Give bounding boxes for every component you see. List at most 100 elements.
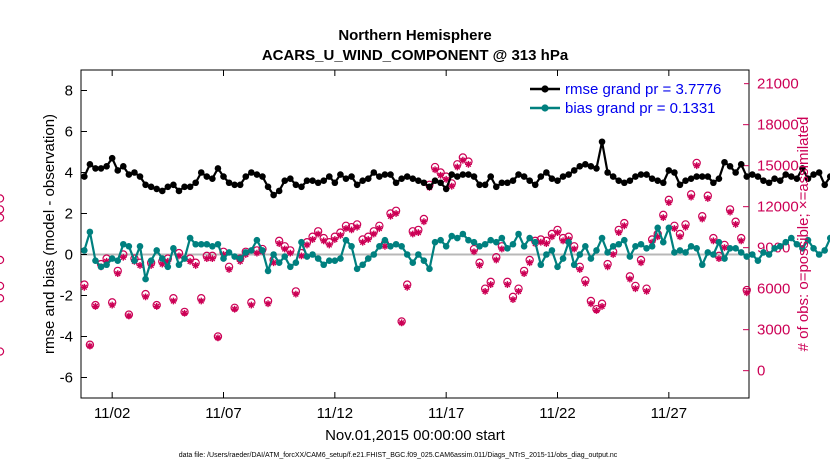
series-point-bias [470,238,478,246]
obs-assimilated-marker [682,223,689,231]
series-point-rmse [81,173,88,180]
obs-assimilated-marker [158,260,166,268]
series-point-bias [158,255,166,262]
series-point-rmse [671,169,678,176]
obs-assimilated-marker [671,225,678,232]
series-point-bias [776,243,784,250]
obs-assimilated-marker [186,257,194,265]
obs-assimilated-marker [570,245,578,253]
y2-tick-label: 6000 [757,281,790,298]
series-point-rmse [698,173,706,180]
series-point-rmse [131,169,138,176]
series-point-bias [192,240,199,248]
series-point-rmse [721,158,728,166]
series-point-rmse [788,173,795,180]
obs-assimilated-marker [593,307,600,314]
series-point-rmse [693,173,700,180]
series-point-bias [632,243,639,250]
obs-assimilated-marker [676,233,684,241]
series-point-bias [175,261,183,269]
obs-assimilated-marker [665,199,673,206]
series-point-rmse [220,173,227,180]
series-point-bias [270,251,277,258]
series-line-bias [83,226,830,281]
series-point-bias [732,245,739,252]
series-point-rmse [448,171,456,178]
series-point-bias [582,243,589,250]
series-point-bias [554,263,561,271]
obs-assimilated-marker [504,281,511,288]
obs-assimilated-marker [175,252,183,260]
series-point-bias [771,245,778,252]
series-point-rmse [331,179,339,187]
series-point-bias [120,240,127,248]
series-point-rmse [420,179,428,187]
obs-assimilated-marker [92,303,99,310]
series-point-rmse [687,175,695,182]
series-point-rmse [565,171,572,178]
obs-assimilated-marker [576,266,584,273]
series-point-bias [387,243,394,250]
series-point-rmse [337,171,344,178]
series-point-rmse [92,165,99,172]
series-point-rmse [498,179,506,187]
obs-assimilated-marker [119,253,127,261]
series-point-bias [537,261,545,269]
series-point-bias [236,255,244,262]
obs-possible-marker [0,205,5,214]
obs-assimilated-marker [437,171,445,179]
series-point-rmse [537,173,545,180]
obs-assimilated-marker [387,212,394,220]
obs-assimilated-marker [247,301,255,309]
series-point-rmse [476,181,483,189]
series-point-rmse [287,175,294,182]
obs-assimilated-marker [709,237,717,245]
series-point-bias [565,238,572,246]
series-point-bias [626,253,634,260]
series-point-rmse [415,177,422,184]
series-point-bias [520,243,528,250]
y2-tick-label: 3000 [757,322,790,339]
series-point-rmse [815,169,823,176]
y2-tick-label: 21000 [757,76,799,93]
series-point-rmse [97,165,105,172]
series-point-rmse [481,181,489,189]
data-file-note: data file: /Users/raeder/DAI/ATM_forcXX/… [179,452,618,459]
obs-assimilated-marker [481,288,489,295]
obs-assimilated-marker [687,193,695,201]
series-point-bias [531,238,539,246]
series-point-bias [181,255,188,262]
series-point-rmse [242,173,250,180]
obs-assimilated-marker [80,283,88,291]
obs-assimilated-marker [342,225,350,232]
x-tick-label: 11/07 [205,405,241,422]
obs-assimilated-marker [331,236,339,243]
series-point-rmse [320,177,328,184]
obs-assimilated-marker [197,297,205,305]
obs-assimilated-marker [420,218,428,226]
series-point-bias [587,255,595,262]
series-point-bias [287,263,294,271]
series-point-rmse [353,181,361,189]
series-point-rmse [520,173,528,180]
series-point-bias [214,240,222,248]
series-point-rmse [804,175,812,182]
series-point-bias [353,265,361,273]
obs-assimilated-marker [721,244,728,252]
series-point-rmse [264,183,272,191]
y-tick-label: 8 [65,83,73,100]
obs-assimilated-marker [615,229,623,237]
series-point-bias [509,240,517,248]
series-point-bias [476,243,483,250]
series-point-bias [209,243,216,250]
series-point-bias [303,253,311,260]
obs-assimilated-marker [715,255,723,262]
obs-assimilated-marker [114,270,122,278]
series-point-bias [621,236,628,244]
series-point-rmse [325,173,333,180]
series-point-rmse [292,181,300,189]
series-point-bias [710,251,717,258]
series-point-bias [704,249,712,256]
obs-possible-marker [0,255,5,265]
series-point-rmse [771,175,778,182]
